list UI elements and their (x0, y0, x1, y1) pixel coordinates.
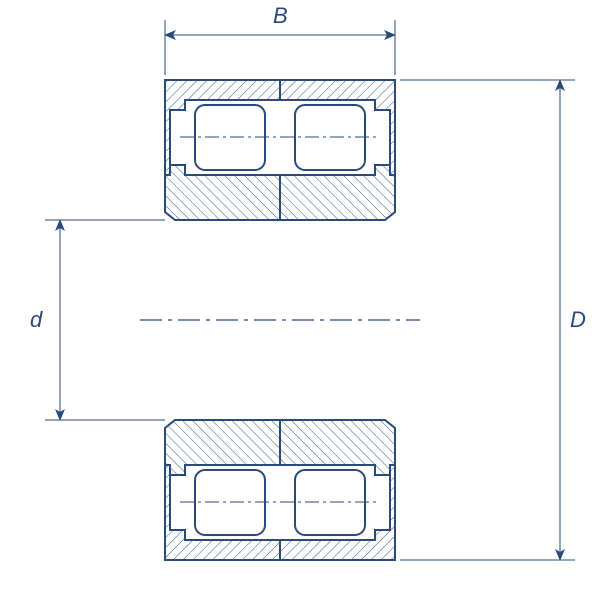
label-outer-diameter-D: D (570, 307, 586, 333)
bearing-cross-section (0, 0, 600, 600)
roller-upper-left (180, 105, 280, 170)
inner-ring-lower (165, 420, 395, 475)
roller-lower-left (180, 470, 280, 535)
dimension-D (400, 80, 575, 560)
label-inner-diameter-d: d (30, 307, 42, 333)
roller-upper-right (280, 105, 380, 170)
inner-ring-upper (165, 165, 395, 220)
label-width-B: B (273, 3, 288, 29)
roller-lower-right (280, 470, 380, 535)
